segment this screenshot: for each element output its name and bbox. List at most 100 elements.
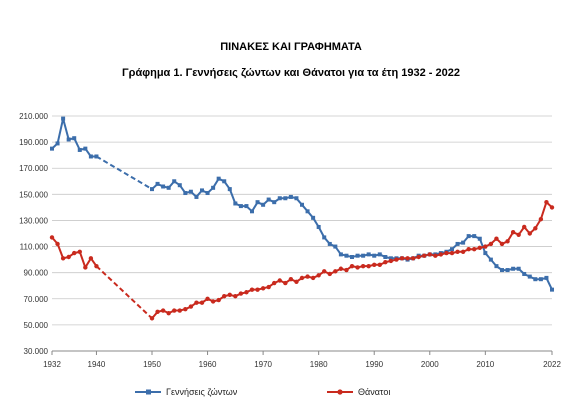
births-point (488, 257, 493, 262)
deaths-point (249, 287, 255, 292)
deaths-point (72, 250, 77, 256)
births-point (211, 185, 216, 190)
deaths-point (272, 280, 277, 286)
deaths-point (233, 293, 238, 299)
deaths-point (405, 256, 410, 261)
births-point (250, 209, 254, 214)
births-point (500, 268, 504, 273)
births-point (544, 275, 549, 280)
births-point (483, 251, 488, 256)
x-tick-label: 1970 (254, 360, 272, 369)
births-point (327, 241, 332, 246)
births-point (305, 209, 310, 214)
x-tick-label: 2022 (543, 360, 561, 369)
x-tick-label: 2000 (421, 360, 439, 369)
births-point (216, 176, 221, 181)
births-legend-marker (146, 389, 151, 395)
deaths-point (316, 273, 321, 278)
deaths-point (494, 236, 499, 241)
births-point (355, 253, 360, 258)
births-point (300, 202, 304, 207)
deaths-point (194, 300, 199, 305)
births-point (311, 215, 316, 220)
deaths-point (205, 296, 210, 301)
deaths-point (455, 249, 460, 254)
births-point (266, 197, 271, 202)
series-lines (51, 118, 553, 320)
deaths-point (477, 245, 482, 251)
births-point (238, 204, 243, 209)
births-point (255, 200, 260, 205)
deaths-point (527, 231, 532, 236)
deaths-point (472, 246, 477, 252)
y-tick-label: 130.000 (19, 216, 48, 225)
births-point (372, 253, 377, 258)
births-point (333, 244, 338, 249)
deaths-point (260, 286, 266, 291)
deaths-point (94, 263, 99, 269)
y-tick-label: 110.000 (20, 243, 49, 252)
deaths-point (394, 257, 399, 262)
deaths-point (255, 287, 260, 292)
deaths-point (522, 224, 527, 230)
deaths-point (149, 316, 155, 321)
deaths-point (433, 253, 438, 258)
deaths-point (160, 308, 166, 313)
deaths-point (177, 308, 182, 313)
deaths-point (244, 290, 249, 295)
births-point (233, 201, 238, 206)
deaths-point (488, 241, 494, 247)
births-point (277, 196, 282, 201)
births-point (533, 277, 538, 282)
births-point (527, 274, 532, 279)
series-markers (49, 116, 555, 321)
births-point (61, 116, 66, 121)
deaths-point (510, 229, 516, 235)
chart-title: Γράφημα 1. Γεννήσεις ζώντων και Θάνατοι … (122, 67, 460, 79)
deaths-point (366, 263, 371, 269)
births-point (188, 189, 193, 194)
deaths-point (66, 254, 71, 260)
births-point (461, 240, 466, 245)
births-point (494, 264, 499, 269)
deaths-point (238, 291, 244, 296)
deaths-point (410, 256, 416, 261)
deaths-point (466, 246, 471, 252)
deaths-point (449, 250, 455, 256)
births-point (455, 241, 460, 246)
y-tick-label: 50.000 (24, 321, 49, 330)
page-heading: ΠΙΝΑΚΕΣ ΚΑΙ ΓΡΑΦΗΜΑΤΑ (220, 41, 362, 53)
y-axis: 30.000 50.000 70.000 90.000 110.000 130.000 15… (19, 112, 48, 356)
deaths-point (444, 250, 449, 256)
deaths-point (383, 260, 388, 265)
deaths-point (516, 232, 521, 238)
deaths-point (210, 299, 216, 304)
births-point (550, 287, 554, 292)
births-point (77, 147, 82, 152)
deaths-point (294, 279, 299, 285)
births-point (283, 196, 288, 201)
deaths-point (360, 263, 366, 269)
deaths-point (338, 266, 344, 271)
births-point (477, 236, 482, 241)
births-point (205, 191, 210, 196)
y-tick-label: 70.000 (24, 295, 49, 304)
deaths-legend-label: Θάνατοι (358, 387, 390, 397)
deaths-point (322, 269, 327, 274)
births-point (227, 187, 232, 192)
deaths-point (166, 310, 171, 316)
deaths-point (227, 292, 232, 298)
x-tick-label: 1960 (199, 360, 217, 369)
births-gap-connector (95, 155, 153, 190)
births-point (538, 277, 543, 282)
births-point (466, 234, 471, 239)
x-tick-label: 1980 (310, 360, 328, 369)
births-point (94, 154, 99, 159)
births-point (200, 188, 204, 193)
births-point (450, 247, 454, 252)
deaths-point (372, 262, 377, 268)
deaths-point (438, 252, 444, 257)
deaths-point (199, 300, 205, 305)
births-point (294, 196, 299, 201)
